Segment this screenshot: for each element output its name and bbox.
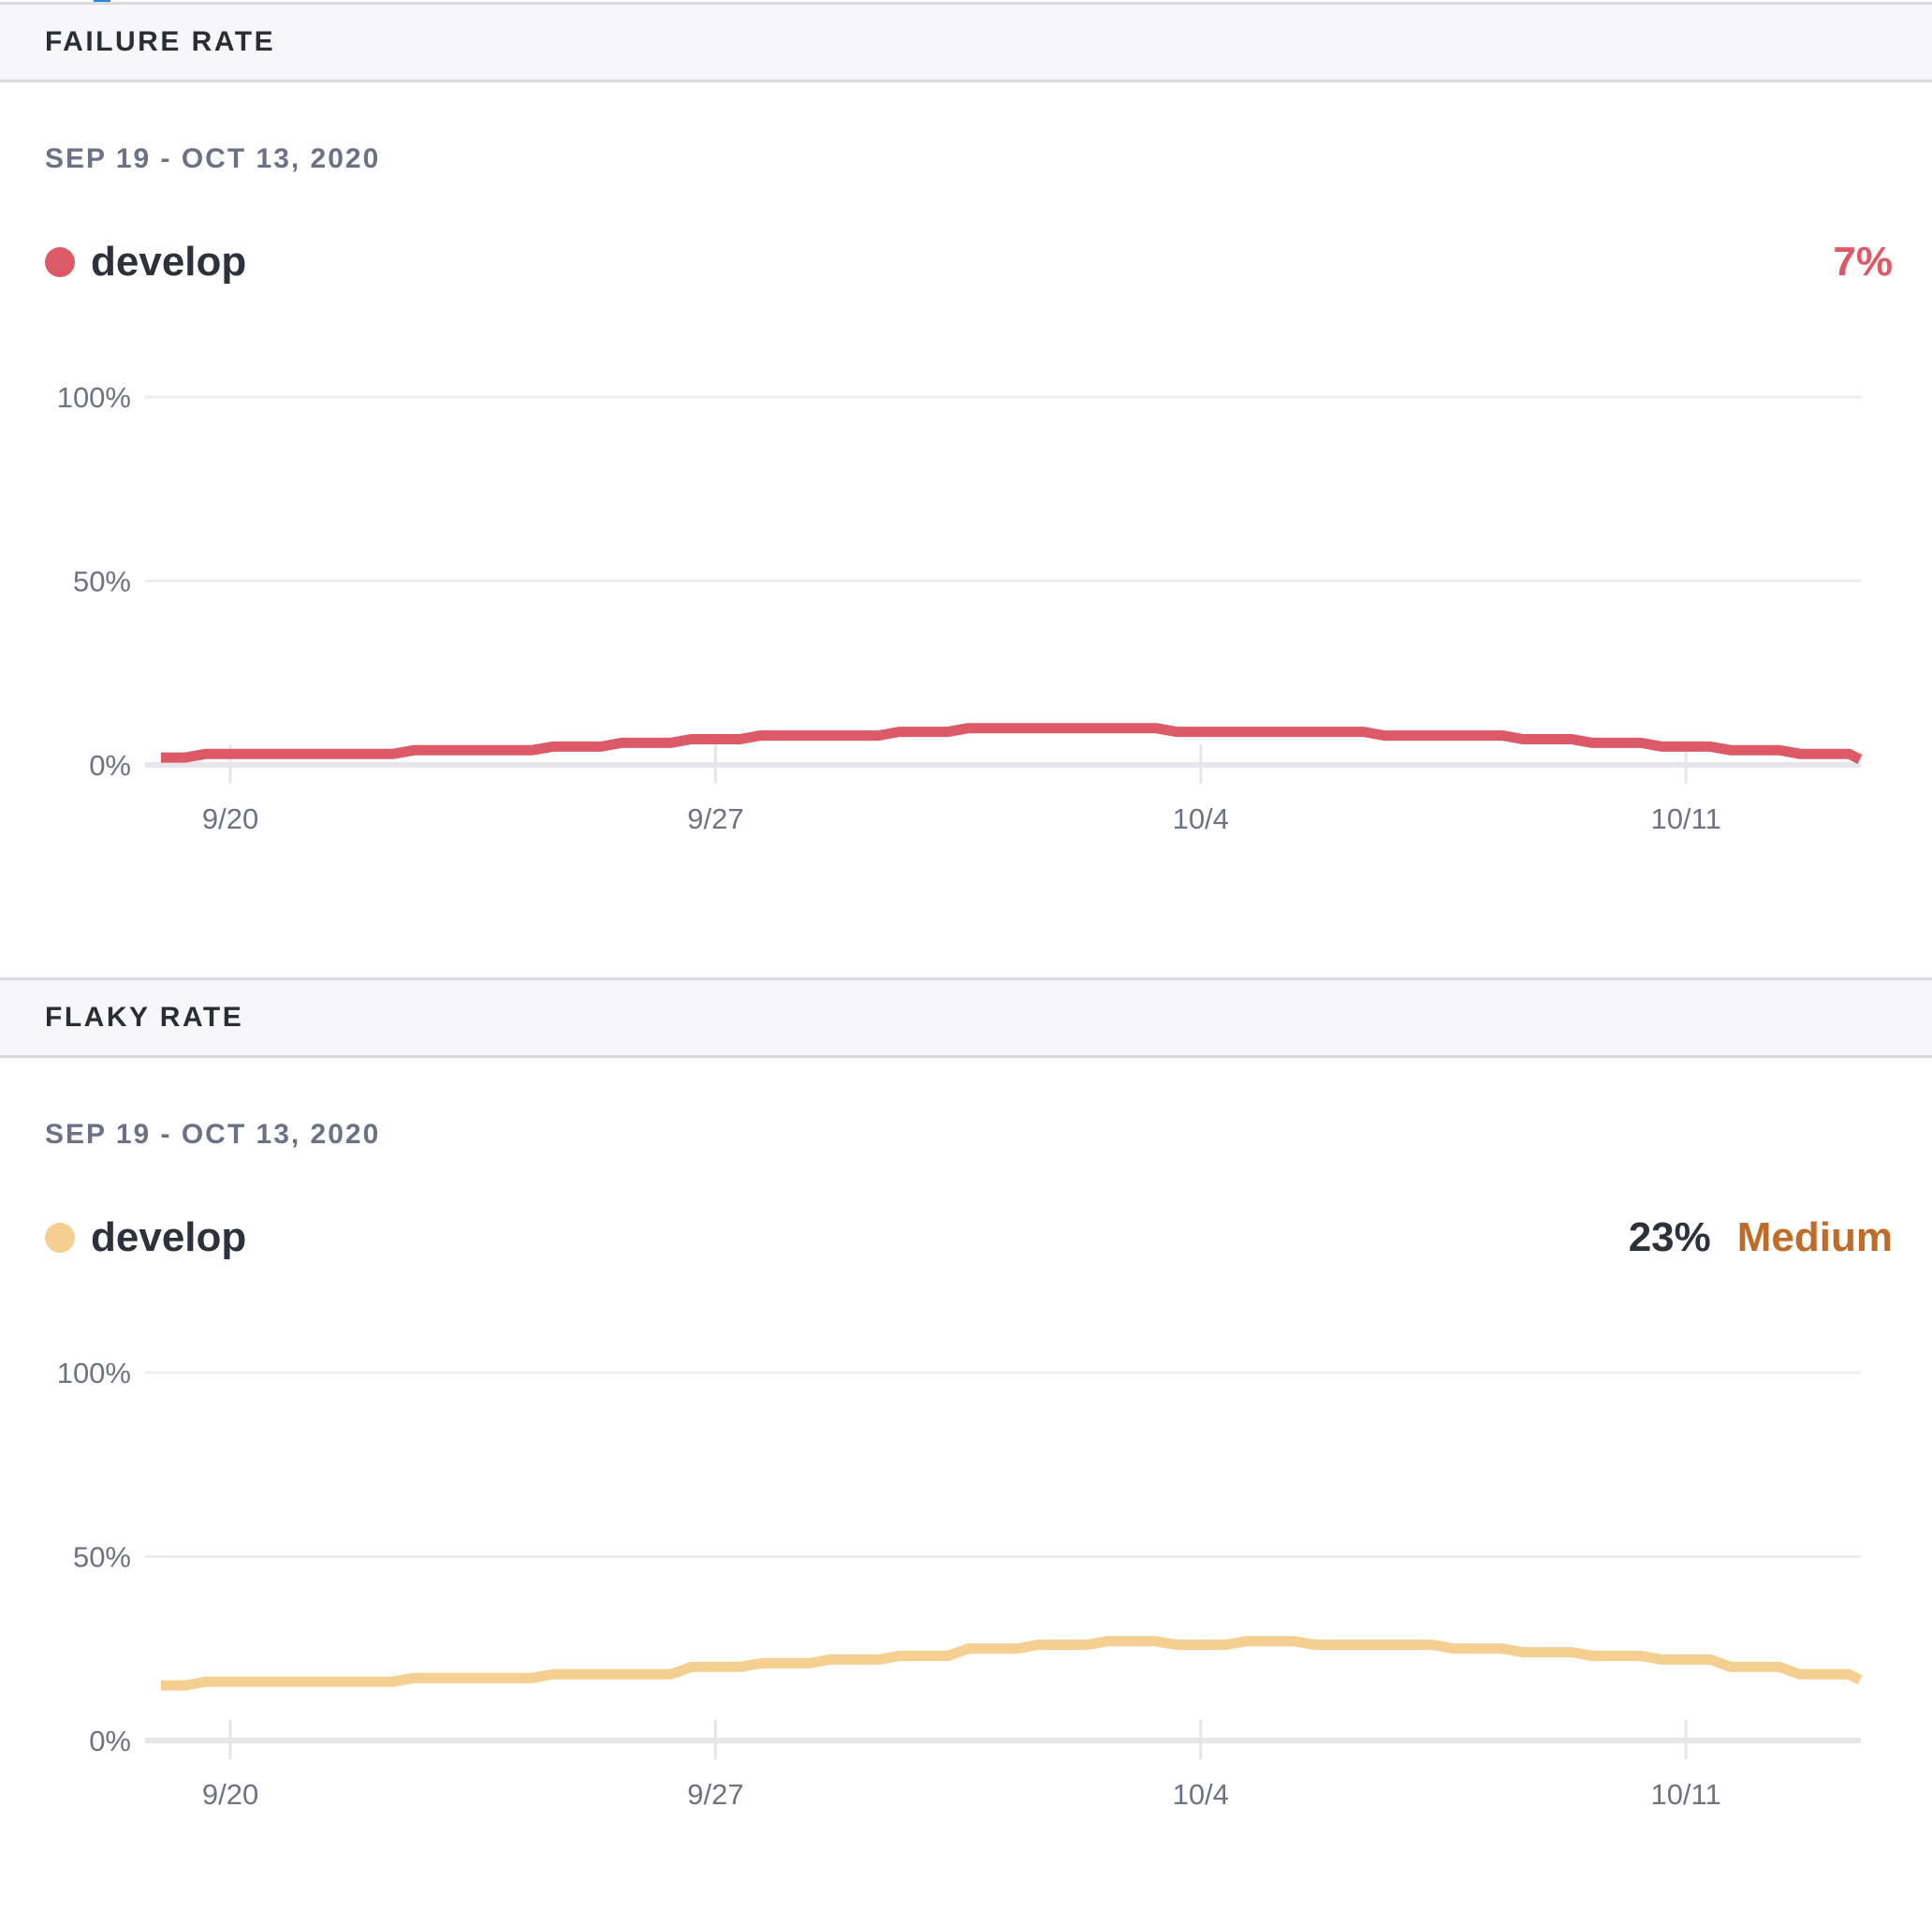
series-dot [45, 1223, 75, 1253]
y-axis-label: 50% [73, 1541, 131, 1574]
section-header-bar: FLAKY RATE [0, 977, 1932, 1058]
section-header-bar: FAILURE RATE [0, 2, 1932, 82]
date-range-label: SEP 19 - OCT 13, 2020 [45, 1119, 381, 1150]
failure-rate-section: FAILURE RATE SEP 19 - OCT 13, 2020 devel… [0, 2, 1932, 977]
x-axis-label: 10/11 [1650, 1778, 1720, 1811]
y-axis-label: 100% [57, 381, 131, 414]
x-axis-label: 10/11 [1650, 802, 1720, 835]
y-axis-label: 0% [89, 749, 131, 782]
series-dot [45, 247, 75, 277]
y-axis-label: 0% [89, 1725, 131, 1757]
series-legend: develop 7% [0, 234, 1932, 290]
section-title: FAILURE RATE [45, 26, 276, 57]
failure-rate-series-line [161, 723, 1863, 765]
x-axis-label: 9/27 [687, 1778, 743, 1811]
x-axis-label: 9/20 [202, 802, 258, 835]
flaky-rate-section: FLAKY RATE SEP 19 - OCT 13, 2020 develop… [0, 977, 1932, 1910]
x-axis-label: 9/20 [202, 1778, 258, 1811]
severity-label: Medium [1736, 1214, 1893, 1260]
flaky-rate-chart: 0% 50% 100% 9/20 9/27 10/4 10/11 [57, 1357, 1863, 1811]
y-axis-label: 100% [57, 1357, 131, 1389]
y-axis-label: 50% [73, 566, 131, 598]
series-metrics: 7% [1833, 239, 1893, 286]
section-title: FLAKY RATE [45, 1002, 244, 1033]
series-metrics: 23% Medium [1629, 1214, 1893, 1261]
failure-rate-chart: 0% 50% 100% 9/20 9/27 10/4 10/11 [57, 381, 1863, 835]
series-value: 7% [1833, 239, 1893, 285]
x-axis-label: 10/4 [1173, 1778, 1229, 1811]
flaky-rate-series-line [161, 1636, 1863, 1691]
x-axis-label: 10/4 [1173, 802, 1229, 835]
series-value: 23% [1628, 1214, 1711, 1260]
series-name-label: develop [91, 1214, 247, 1260]
series-name-label: develop [91, 239, 247, 285]
x-axis-label: 9/27 [687, 802, 743, 835]
series-legend: develop 23% Medium [0, 1210, 1932, 1266]
date-range-label: SEP 19 - OCT 13, 2020 [45, 143, 381, 174]
